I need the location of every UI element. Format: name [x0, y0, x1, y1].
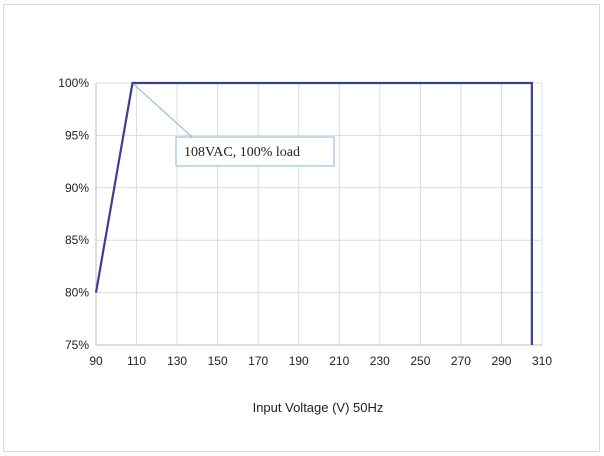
- series-line: [94, 81, 533, 345]
- x-tick-label: 290: [491, 354, 511, 368]
- x-axis-label: Input Voltage (V) 50Hz: [253, 400, 384, 415]
- annotation-leader-line: [133, 83, 193, 138]
- x-tick-label: 250: [410, 354, 430, 368]
- y-tick-label: 95%: [65, 128, 89, 142]
- annotations: 108VAC, 100% load: [133, 83, 335, 167]
- x-tick-label: 230: [370, 354, 390, 368]
- annotation-label: 108VAC, 100% load: [184, 145, 300, 160]
- grid-lines: [96, 82, 543, 345]
- axes: [95, 83, 542, 346]
- x-tick-label: 210: [329, 354, 349, 368]
- annotation-box: [175, 136, 335, 167]
- x-tick-label: 130: [167, 354, 187, 368]
- series-group: [94, 81, 533, 345]
- x-tick-label: 270: [451, 354, 471, 368]
- y-tick-label: 85%: [65, 233, 89, 247]
- x-tick-label: 190: [289, 354, 309, 368]
- x-tick-label: 110: [127, 354, 146, 368]
- x-tick-labels: 90 110 130 150 170 190 210 230 250 270 290 310: [89, 354, 552, 368]
- y-tick-labels: 75% 80% 85% 90% 95% 100%: [58, 76, 89, 352]
- x-tick-label: 150: [208, 354, 228, 368]
- chart-frame: [3, 4, 600, 452]
- x-tick-label: 90: [89, 354, 103, 368]
- y-tick-label: 75%: [65, 338, 89, 352]
- y-tick-label: 80%: [65, 286, 89, 300]
- x-tick-label: 310: [532, 354, 552, 368]
- x-tick-label: 170: [248, 354, 268, 368]
- y-tick-label: 90%: [65, 181, 89, 195]
- y-tick-label: 100%: [58, 76, 89, 90]
